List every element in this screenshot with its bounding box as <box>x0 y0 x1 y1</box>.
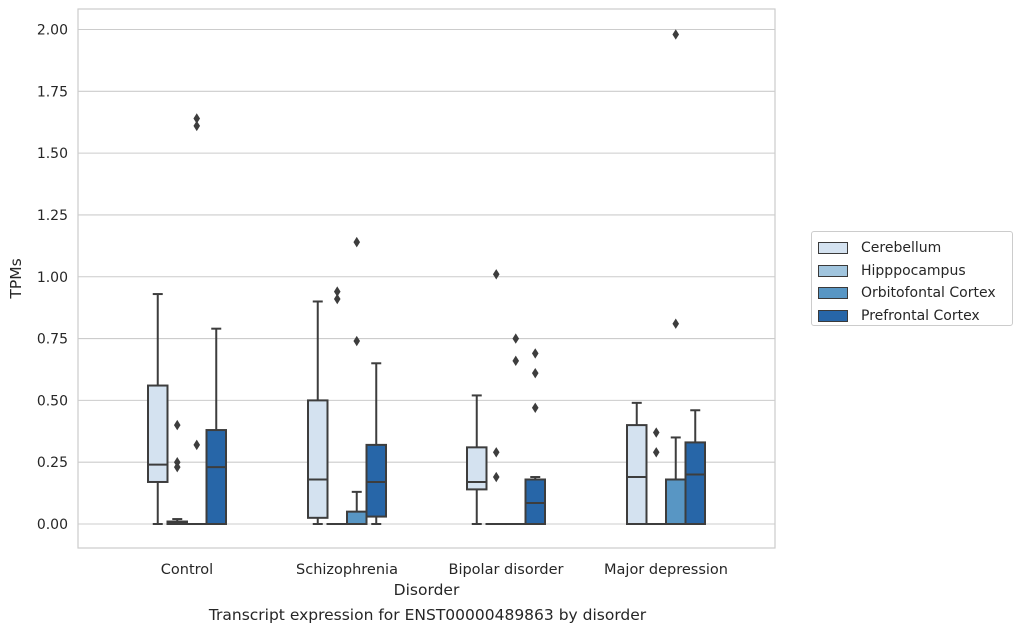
x-tick-label-2: Bipolar disorder <box>449 562 564 578</box>
x-tick-label-3: Major depression <box>604 562 728 578</box>
box-cerebellum-bipolar-disorder <box>467 447 487 489</box>
x-tick-label-1: Schizophrenia <box>296 562 398 578</box>
y-tick-label-5: 1.25 <box>37 208 68 224</box>
y-tick-label-4: 1.00 <box>37 270 68 286</box>
legend: Cerebellum Hipppocampus Orbitofontal Cor… <box>811 231 1013 326</box>
legend-swatch-prefrontal-cortex <box>818 310 848 322</box>
y-tick-label-8: 2.00 <box>37 23 68 39</box>
legend-item-hippocampus: Hipppocampus <box>818 260 1012 283</box>
legend-swatch-cerebellum <box>818 242 848 254</box>
legend-item-prefrontal-cortex: Prefrontal Cortex <box>818 305 1012 328</box>
y-tick-label-0: 0.00 <box>37 517 68 533</box>
y-tick-label-1: 0.25 <box>37 455 68 471</box>
legend-label-cerebellum: Cerebellum <box>861 240 941 256</box>
box-prefrontal-cortex-control <box>207 430 227 524</box>
x-tick-label-0: Control <box>161 562 213 578</box>
y-tick-label-7: 1.75 <box>37 84 68 100</box>
legend-label-prefrontal-cortex: Prefrontal Cortex <box>861 308 980 324</box>
legend-swatch-orbitofrontal-cortex <box>818 287 848 299</box>
y-tick-label-6: 1.50 <box>37 146 68 162</box>
y-tick-label-3: 0.75 <box>37 332 68 348</box>
legend-label-hippocampus: Hipppocampus <box>861 263 966 279</box>
x-axis-label: Disorder <box>394 581 460 599</box>
chart-caption: Transcript expression for ENST0000048986… <box>0 606 855 624</box>
box-orbitofontal-cortex-schizophrenia <box>347 512 367 524</box>
box-prefrontal-cortex-schizophrenia <box>367 445 387 517</box>
box-cerebellum-major-depression <box>627 425 647 524</box>
plot-frame <box>78 9 775 548</box>
box-prefrontal-cortex-bipolar-disorder <box>526 479 546 524</box>
y-axis-label: TPMs <box>7 258 25 299</box>
box-orbitofontal-cortex-major-depression <box>666 479 686 524</box>
box-prefrontal-cortex-major-depression <box>686 442 706 524</box>
legend-label-orbitofrontal-cortex: Orbitofontal Cortex <box>861 285 996 301</box>
box-cerebellum-schizophrenia <box>308 400 328 517</box>
box-cerebellum-control <box>148 386 168 482</box>
legend-item-cerebellum: Cerebellum <box>818 237 1012 260</box>
legend-swatch-hippocampus <box>818 265 848 277</box>
y-tick-label-2: 0.50 <box>37 393 68 409</box>
legend-item-orbitofrontal-cortex: Orbitofontal Cortex <box>818 282 1012 305</box>
